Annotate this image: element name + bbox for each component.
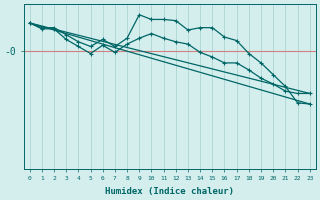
X-axis label: Humidex (Indice chaleur): Humidex (Indice chaleur) <box>105 187 234 196</box>
